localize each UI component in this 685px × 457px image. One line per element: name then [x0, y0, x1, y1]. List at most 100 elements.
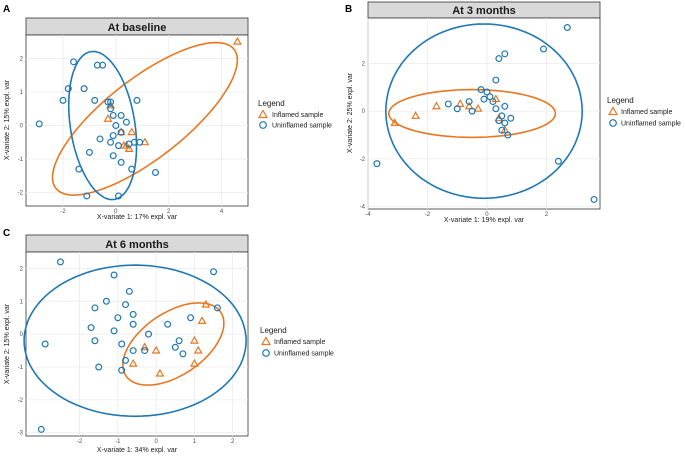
panel-a-uninflamed-point	[107, 98, 115, 106]
panel-b-x-tick-label: 2	[545, 212, 549, 218]
panel-c-legend-title: Legend	[260, 326, 287, 335]
panel-a-x-axis-label: X-variate 1: 17% expl. var	[97, 214, 178, 221]
panel-c-x-axis-label: X-variate 1: 34% expl. var	[97, 447, 178, 454]
panel-c-y-tick-label: -2	[18, 398, 24, 404]
panel-a-y-tick-label: 1	[20, 90, 24, 96]
panel-a-y-tick-label: -1	[18, 157, 24, 163]
panel-a-uninflamed-point	[117, 128, 125, 136]
panel-b-inflamed-point	[464, 101, 474, 110]
panel-b-uninflamed-point	[483, 88, 491, 96]
panel-label-c: C	[3, 228, 10, 239]
panel-b-y-axis-label: X-variate 2: 25% expl. var	[347, 72, 354, 153]
panel-b-inflamed-point	[390, 118, 400, 127]
panel-b-uninflamed-point	[507, 114, 515, 122]
panel-a-uninflamed-point	[59, 96, 67, 104]
panel-c-y-tick-label: 1	[20, 299, 24, 305]
panel-c-uninflamed-point	[118, 340, 126, 348]
panel-b-x-tick-label: -4	[365, 212, 371, 218]
panel-c-inflamed-point	[189, 335, 199, 344]
panel-b-inflamed-point	[455, 99, 465, 107]
panel-b-uninflamed-point	[486, 93, 494, 101]
panel-b-x-tick-label: -2	[425, 212, 431, 218]
panel-a-legend-uninflamed-label: Uninflamed sample	[272, 123, 332, 130]
panel-c-y-tick-label: -3	[18, 431, 24, 437]
panel-c-points	[37, 258, 221, 433]
panel-b-uninflamed-point	[465, 98, 473, 106]
panel-a-points	[35, 36, 242, 200]
panel-c-uninflamed-point	[87, 324, 95, 332]
panel-b-inflamed-point	[473, 103, 483, 112]
panel-b-points	[373, 24, 598, 203]
panel-a-uninflamed-point	[80, 85, 88, 93]
panel-c-inflamed-point	[193, 345, 203, 354]
panel-b-legend-title: Legend	[607, 96, 634, 105]
panel-label-b: B	[345, 4, 352, 15]
panel-b-uninflamed-point	[504, 131, 512, 139]
panel-a-inflamed-point	[103, 114, 113, 122]
panel-b-title: At 3 months	[452, 5, 516, 17]
panel-a-uninflamed-point	[128, 165, 136, 173]
panel-b-x-ticks: -4 -2 0 2	[365, 212, 548, 218]
panel-a-inflamed-point	[119, 140, 129, 149]
panel-c-legend-circle-icon	[262, 349, 270, 357]
panel-b-inflamed-point	[411, 111, 421, 119]
panel-a-uninflamed-point	[83, 192, 91, 200]
panel-c-x-tick-label: -2	[77, 439, 83, 445]
panel-c-uninflamed-point	[118, 366, 126, 374]
panel-a-legend-circle-icon	[259, 121, 267, 129]
panel-c-uninflamed-point	[56, 258, 64, 266]
panel-c-uninflamed-ellipse	[23, 264, 247, 418]
panel-a-y-axis-label: X-variate 2: 15% expl. var	[4, 79, 11, 160]
panel-c-uninflamed-point	[37, 425, 45, 433]
panel-c-uninflamed-point	[179, 350, 187, 358]
panel-a-uninflamed-point	[70, 58, 78, 66]
panel-c-uninflamed-point	[129, 320, 137, 328]
panel-c-x-tick-label: 1	[193, 439, 197, 445]
panel-c-uninflamed-point	[175, 337, 183, 345]
panel-c-uninflamed-point	[141, 347, 149, 355]
panel-a-inflamed-ellipse	[51, 41, 239, 196]
panel-c-uninflamed-point	[129, 347, 137, 355]
panel-a-uninflamed-point	[114, 192, 122, 200]
panel-a-uninflamed-point	[117, 158, 125, 166]
panel-label-a: A	[3, 4, 10, 15]
panel-c-uninflamed-point	[125, 287, 133, 295]
panel-a-uninflamed-point	[133, 96, 141, 104]
panel-a-uninflamed-point	[107, 138, 115, 146]
panel-c-legend-triangle-icon	[260, 336, 272, 346]
panel-c-uninflamed-point	[95, 363, 103, 371]
panel-c-uninflamed-point	[129, 310, 137, 318]
panel-b-uninflamed-point	[468, 107, 476, 115]
panel-a-legend-triangle-icon	[257, 109, 269, 119]
panel-b-legend-circle-icon	[609, 119, 617, 127]
panel-b-inflamed-point	[500, 125, 510, 134]
panel-c-uninflamed-point	[213, 304, 221, 312]
panel-c-inflamed-point	[155, 368, 165, 377]
panel-b-y-tick-label: 0	[362, 109, 366, 115]
panel-c-y-axis-label: X-variate 2: 15% expl. var	[4, 303, 11, 384]
panel-b-legend-uninflamed-label: Uninflamed sample	[621, 121, 681, 128]
panel-c-uninflamed-point	[187, 314, 195, 322]
panel-b-y-tick-label: -2	[360, 157, 366, 163]
panel-a-uninflamed-point	[64, 85, 72, 93]
panel-c-uninflamed-point	[122, 301, 130, 309]
panel-c-inflamed-point	[128, 358, 138, 367]
panel-a-y-tick-label: 0	[20, 124, 24, 130]
panel-b-legend: Legend Inflamed sample Uninflamed sample	[607, 96, 681, 128]
panel-a-uninflamed-ellipse	[67, 50, 138, 201]
panel-b-uninflamed-point	[480, 95, 488, 103]
panel-b-uninflamed-point	[495, 55, 503, 63]
panel-a-uninflamed-point	[109, 152, 117, 160]
panel-a-y-tick-label: 2	[20, 56, 24, 62]
panel-b-uninflamed-point	[554, 157, 562, 165]
panel-b-uninflamed-point	[373, 160, 381, 168]
panel-b-ellipses	[384, 23, 583, 200]
panel-a-uninflamed-point	[109, 132, 117, 140]
panel-b-chart: At 3 months -4 -2 0 2 -4 -2 0 2 X-variate 1: 1…	[347, 1, 681, 224]
panel-a-x-tick-label: -2	[60, 209, 66, 215]
panel-a-legend-inflamed-label: Inflamed sample	[272, 112, 323, 119]
panel-b-y-tick-label: -4	[360, 205, 366, 211]
panel-b-uninflamed-point	[498, 126, 506, 134]
panel-a-y-ticks: -2 -1 0 1 2	[18, 56, 24, 196]
